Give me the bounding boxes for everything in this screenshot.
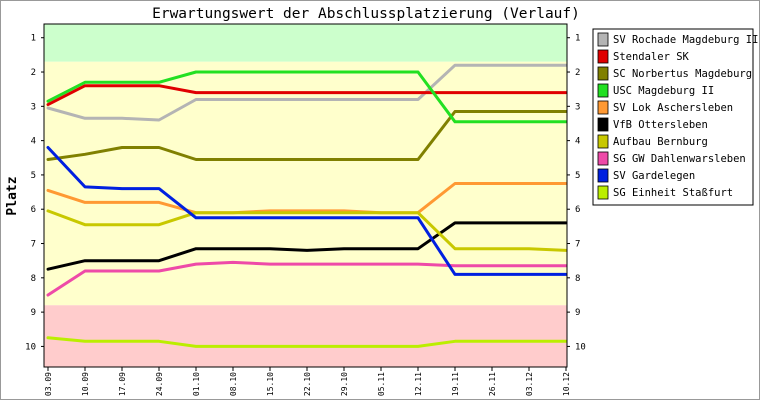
series-line-2 — [46, 110, 568, 161]
y-tick-label-right: 5 — [575, 171, 580, 181]
legend-swatch — [597, 32, 609, 47]
series-line-4 — [46, 182, 568, 215]
x-tick-label: 15.10 — [266, 372, 275, 396]
chart-title: Erwartungswert der Abschlussplatzierung … — [152, 6, 580, 22]
y-tick-label-left: 5 — [31, 171, 36, 181]
y-tick-label-right: 6 — [575, 205, 580, 215]
x-tick-label: 12.11 — [414, 372, 423, 396]
legend-swatch — [597, 151, 609, 166]
band-0 — [44, 24, 567, 62]
legend-swatch — [597, 83, 609, 98]
series-line-1 — [46, 84, 568, 107]
legend-label: SG GW Dahlenwarsleben — [613, 153, 746, 165]
y-tick-label-right: 3 — [575, 102, 580, 112]
legend-label: SV Gardelegen — [613, 170, 695, 182]
y-tick-label-right: 4 — [575, 137, 580, 147]
y-tick-label-right: 8 — [575, 274, 580, 284]
x-tick-label: 03.12 — [525, 372, 534, 396]
series-line-0 — [46, 63, 568, 122]
x-tick-label: 26.11 — [488, 372, 497, 396]
legend-swatch — [597, 66, 609, 81]
series-line-9 — [46, 336, 568, 348]
x-tick-label: 03.09 — [44, 372, 53, 396]
axes: 1 1 2 2 3 3 4 4 5 5 6 6 7 7 8 8 9 9 10 10 03.09 10.09 17.09 24.… — [25, 34, 586, 396]
legend-box — [592, 28, 754, 206]
legend: SV Rochade Magdeburg II Stendaler SK SC No… — [592, 28, 758, 206]
y-tick-label-left: 10 — [25, 342, 36, 352]
series-lines — [46, 63, 568, 348]
y-tick-label-left: 9 — [31, 308, 36, 318]
legend-label: SV Lok Aschersleben — [613, 102, 733, 114]
y-tick-label-left: 6 — [31, 205, 36, 215]
legend-label: Aufbau Bernburg — [613, 136, 708, 148]
x-tick-label: 08.10 — [229, 372, 238, 396]
legend-swatch — [597, 49, 609, 64]
x-tick-label: 10.09 — [81, 372, 90, 396]
legend-swatch — [597, 117, 609, 132]
x-tick-label: 17.09 — [118, 372, 127, 396]
y-tick-label-right: 2 — [575, 68, 580, 78]
legend-label: SV Rochade Magdeburg II — [613, 34, 758, 46]
legend-swatch — [597, 185, 609, 200]
y-tick-label-right: 1 — [575, 34, 580, 44]
series-line-7 — [46, 260, 568, 297]
x-tick-label: 01.10 — [192, 372, 201, 396]
series-line-8 — [46, 146, 568, 276]
background-bands — [44, 24, 567, 367]
band-2 — [44, 305, 567, 367]
x-tick-label: 29.10 — [340, 372, 349, 396]
plot-area-frame — [43, 23, 568, 368]
y-tick-label-left: 4 — [31, 137, 36, 147]
y-tick-label-left: 2 — [31, 68, 36, 78]
y-tick-label-left: 7 — [31, 240, 36, 250]
series-line-5 — [46, 221, 568, 271]
legend-label: SG Einheit Staßfurt — [613, 187, 733, 199]
x-tick-label: 05.11 — [377, 372, 386, 396]
legend-swatch — [597, 134, 609, 149]
y-tick-label-left: 8 — [31, 274, 36, 284]
legend-label: VfB Ottersleben — [613, 119, 708, 131]
legend-label: SC Norbertus Magdeburg — [613, 68, 752, 80]
series-line-6 — [46, 209, 568, 252]
legend-swatch — [597, 100, 609, 115]
y-tick-label-right: 7 — [575, 240, 580, 250]
y-tick-label-left: 1 — [31, 34, 36, 44]
x-tick-label: 19.11 — [451, 372, 460, 396]
y-tick-label-right: 10 — [575, 342, 586, 352]
x-tick-label: 10.12 — [562, 372, 571, 396]
x-tick-label: 22.10 — [303, 372, 312, 396]
y-axis-label: Platz — [5, 176, 20, 215]
legend-swatch — [597, 168, 609, 183]
y-tick-label-left: 3 — [31, 102, 36, 112]
series-line-3 — [46, 70, 568, 124]
x-tick-label: 24.09 — [155, 372, 164, 396]
legend-label: USC Magdeburg II — [613, 85, 714, 97]
legend-label: Stendaler SK — [613, 51, 690, 63]
y-tick-label-right: 9 — [575, 308, 580, 318]
